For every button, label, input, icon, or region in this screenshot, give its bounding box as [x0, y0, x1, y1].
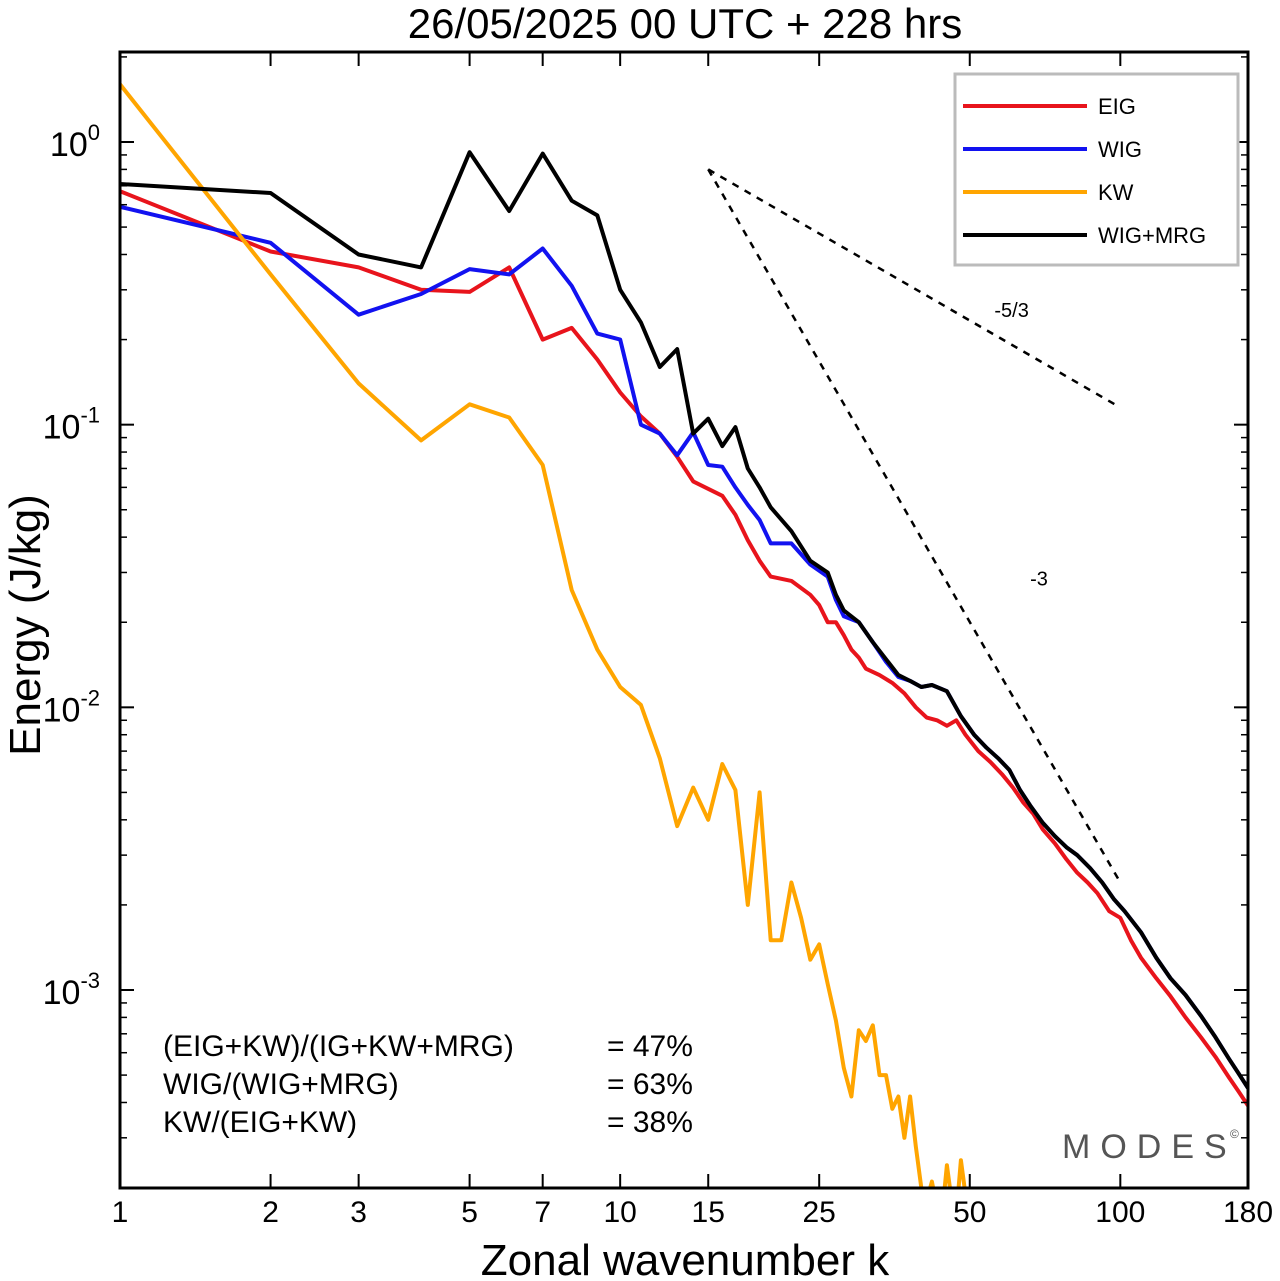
x-tick-label: 3: [350, 1196, 367, 1229]
chart-title: 26/05/2025 00 UTC + 228 hrs: [408, 0, 963, 47]
stats-annotation: (EIG+KW)/(IG+KW+MRG) = 47% WIG/(WIG+MRG) = …: [163, 1030, 693, 1139]
legend-label: WIG+MRG: [1098, 223, 1206, 248]
x-tick-label: 15: [692, 1196, 725, 1229]
legend-label: WIG: [1098, 137, 1142, 162]
series-line-eig: [120, 189, 1248, 1107]
x-tick-label: 25: [803, 1196, 836, 1229]
series-line-kw: [120, 83, 967, 1188]
x-tick-label: 10: [603, 1196, 636, 1229]
stat-value: = 63%: [607, 1068, 693, 1101]
legend: EIG WIG KW WIG+MRG: [953, 72, 1240, 267]
stat-label: (EIG+KW)/(IG+KW+MRG): [163, 1030, 514, 1063]
legend-label: EIG: [1098, 94, 1136, 119]
legend-label: KW: [1098, 180, 1134, 205]
stat-label: WIG/(WIG+MRG): [163, 1068, 399, 1101]
series-line-wig-mrg: [120, 150, 1248, 1090]
reference-slope-label: -5/3: [994, 300, 1028, 322]
x-tick-label: 50: [953, 1196, 986, 1229]
stat-value: = 38%: [607, 1106, 693, 1139]
copyright-mark: ©: [1230, 1127, 1239, 1141]
x-tick-label: 1: [112, 1196, 129, 1229]
series-line-wig: [120, 204, 1248, 1090]
x-axis-label: Zonal wavenumber k: [481, 1236, 890, 1281]
x-tick-label: 180: [1223, 1196, 1273, 1229]
y-tick-label: 10-3: [43, 968, 100, 1012]
plot-frame: [118, 50, 1250, 1190]
stat-value: = 47%: [607, 1030, 693, 1063]
y-tick-label: 100: [50, 120, 100, 164]
x-tick-label: 100: [1095, 1196, 1145, 1229]
x-tick-label: 5: [461, 1196, 478, 1229]
modes-watermark: MODES: [1062, 1128, 1237, 1166]
y-tick-label: 10-2: [43, 685, 100, 729]
reference-slope-label: -3: [1030, 568, 1048, 590]
reference-slope-line: [707, 168, 1121, 409]
reference-slope-line: [707, 168, 1122, 884]
x-tick-label: 7: [534, 1196, 551, 1229]
y-tick-label: 10-1: [43, 403, 100, 447]
y-axis-label: Energy (J/kg): [1, 494, 50, 756]
x-tick-label: 2: [262, 1196, 279, 1229]
stat-label: KW/(EIG+KW): [163, 1106, 357, 1139]
